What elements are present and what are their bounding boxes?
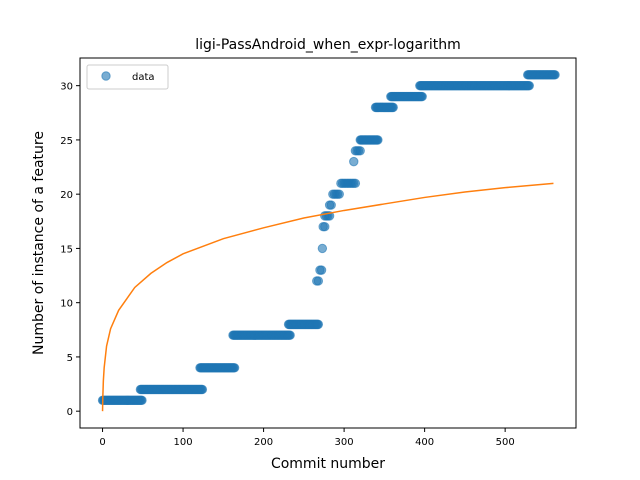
data-point bbox=[137, 395, 147, 406]
data-point bbox=[316, 265, 327, 275]
y-axis: 0 5 10 15 20 25 30 bbox=[60, 82, 80, 418]
data-point bbox=[550, 70, 560, 80]
x-tick-label: 500 bbox=[496, 437, 515, 448]
y-tick-label: 30 bbox=[60, 82, 73, 93]
data-points bbox=[97, 70, 560, 406]
data-point bbox=[355, 146, 365, 156]
data-point bbox=[229, 363, 240, 373]
x-axis-label: Commit number bbox=[271, 456, 385, 472]
data-point bbox=[313, 319, 324, 330]
data-point bbox=[417, 91, 427, 102]
legend-box bbox=[86, 64, 169, 90]
y-tick-label: 5 bbox=[67, 353, 73, 364]
data-point bbox=[317, 243, 328, 254]
y-tick-label: 0 bbox=[67, 407, 73, 418]
legend: data bbox=[86, 64, 169, 90]
data-point bbox=[313, 276, 324, 286]
x-axis: 0 100 200 300 400 500 bbox=[99, 428, 515, 448]
x-tick-label: 0 bbox=[99, 437, 105, 448]
y-axis-label: Number of instance of a feature bbox=[31, 131, 47, 355]
plot-area bbox=[97, 70, 560, 412]
y-tick-label: 10 bbox=[60, 299, 73, 310]
x-tick-label: 100 bbox=[174, 437, 193, 448]
data-point bbox=[388, 102, 398, 113]
data-point bbox=[350, 178, 361, 189]
x-tick-label: 400 bbox=[415, 437, 434, 448]
plot-frame bbox=[79, 57, 577, 429]
data-point bbox=[334, 189, 344, 199]
fit-line bbox=[101, 182, 554, 412]
data-point bbox=[320, 222, 330, 232]
data-point bbox=[524, 80, 534, 91]
legend-marker bbox=[101, 71, 111, 81]
data-point bbox=[326, 200, 336, 210]
data-point bbox=[197, 384, 208, 395]
x-tick-label: 300 bbox=[335, 437, 354, 448]
y-tick-label: 15 bbox=[60, 244, 73, 255]
data-point bbox=[285, 330, 295, 340]
y-tick-label: 25 bbox=[60, 136, 73, 147]
data-point bbox=[349, 156, 359, 167]
x-tick-label: 200 bbox=[254, 437, 273, 448]
chart-title: ligi-PassAndroid_when_expr-logarithm bbox=[195, 37, 461, 53]
data-point bbox=[373, 135, 383, 145]
y-tick-label: 20 bbox=[60, 190, 73, 201]
legend-label: data bbox=[132, 72, 155, 83]
